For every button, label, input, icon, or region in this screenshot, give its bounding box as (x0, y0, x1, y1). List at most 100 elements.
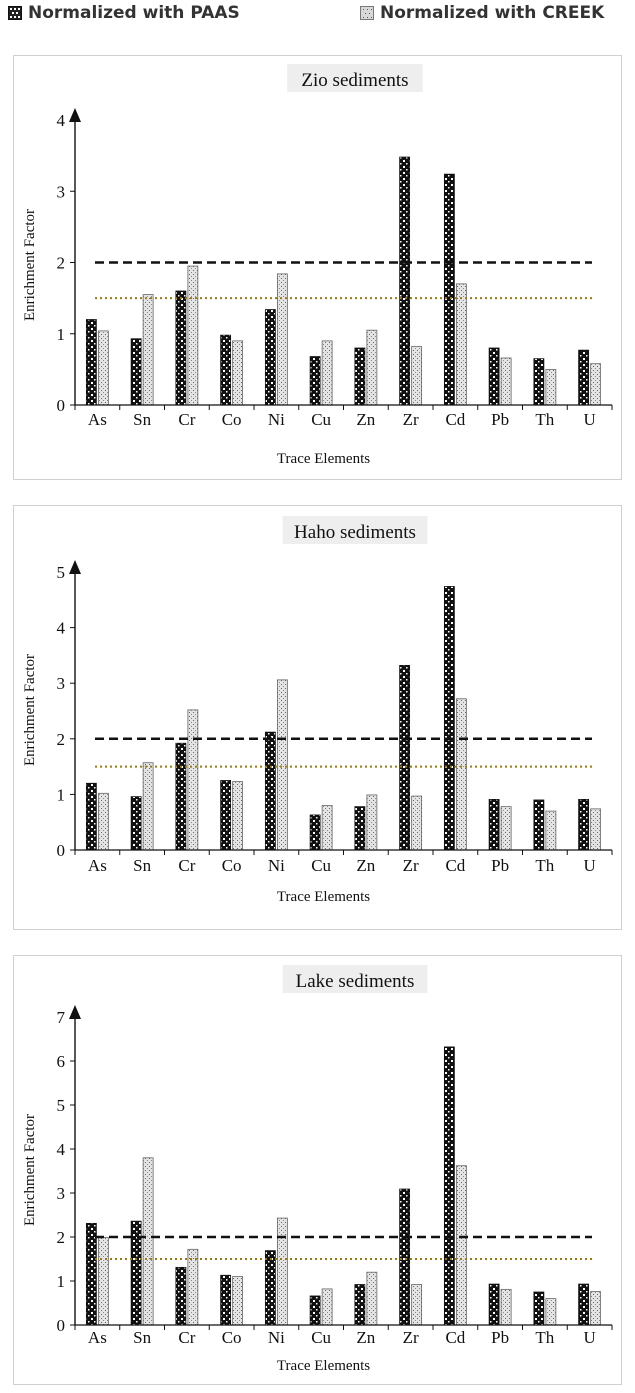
chart-title-box (282, 516, 428, 544)
bar-paas-pb (488, 799, 500, 851)
x-tick-label: Cd (445, 856, 465, 875)
bar-creek-co (232, 1276, 244, 1326)
bar-creek-zr (411, 1284, 423, 1326)
y-tick-label: 3 (57, 1184, 66, 1203)
x-axis-label: Trace Elements (277, 1358, 370, 1374)
x-tick-label: Sn (133, 1328, 151, 1347)
y-axis-arrow (69, 560, 81, 574)
haho-chart: Haho sediments 0 1 2 3 4 5 Enrichment Factor As S… (13, 505, 622, 930)
x-tick-label: Pb (491, 856, 509, 875)
x-tick-label: Zn (356, 1328, 375, 1347)
bar-paas-pb (488, 347, 500, 406)
bar-creek-cd (455, 283, 467, 406)
y-tick-label: 0 (57, 841, 66, 860)
bar-creek-pb (500, 1288, 512, 1326)
bar-paas-ni (264, 1250, 276, 1326)
x-tick-label: Th (535, 1328, 554, 1347)
bar-paas-cd (443, 1046, 455, 1326)
chart-legend: Normalized with PAAS Normalized with CRE… (0, 0, 635, 40)
x-tick-label: As (88, 856, 107, 875)
bar-creek-sn (142, 294, 154, 406)
y-tick-label: 4 (57, 1140, 66, 1159)
x-tick-label: Cr (178, 410, 195, 429)
x-tick-label: Th (535, 410, 554, 429)
legend-item-creek: Normalized with CREEK (360, 3, 604, 23)
bar-creek-co (232, 340, 244, 406)
x-tick-label: Zn (356, 410, 375, 429)
y-tick-label: 2 (57, 1228, 66, 1247)
y-tick-label: 4 (57, 619, 66, 638)
x-tick-label: Cr (178, 856, 195, 875)
x-axis-label: Trace Elements (277, 889, 370, 905)
bar-creek-as (97, 792, 109, 851)
legend-label-creek: Normalized with CREEK (380, 3, 605, 23)
y-axis-arrow (69, 108, 81, 122)
y-tick-label: 1 (57, 785, 66, 804)
bar-creek-zn (366, 1271, 378, 1326)
bar-paas-th (533, 358, 545, 406)
bar-paas-zr (399, 1188, 411, 1326)
bar-paas-cr (175, 290, 187, 406)
bar-paas-th (533, 1291, 545, 1326)
legend-item-paas: Normalized with PAAS (8, 3, 240, 23)
bar-creek-sn (142, 1157, 154, 1326)
x-tick-label: As (88, 1328, 107, 1347)
bar-paas-cd (443, 173, 455, 406)
x-tick-label: Ni (268, 410, 285, 429)
bar-paas-zn (354, 347, 366, 406)
creek-swatch (360, 6, 374, 20)
bar-paas-ni (264, 731, 276, 851)
x-tick-label: Cu (311, 1328, 331, 1347)
bar-creek-cu (321, 1288, 333, 1326)
x-tick-label: U (583, 1328, 595, 1347)
chart-title: Zio sediments (301, 70, 408, 91)
bar-paas-cu (309, 356, 321, 406)
bar-creek-cr (187, 709, 199, 851)
chart-title: Lake sediments (296, 971, 415, 992)
bar-creek-cd (455, 1165, 467, 1326)
bar-paas-u (578, 799, 590, 851)
bar-paas-cu (309, 814, 321, 851)
y-axis-label: Enrichment Factor (22, 654, 38, 766)
bar-creek-ni (276, 679, 288, 851)
x-tick-label: Cd (445, 410, 465, 429)
bar-creek-cr (187, 265, 199, 406)
x-tick-label: Pb (491, 1328, 509, 1347)
y-tick-label: 4 (57, 111, 66, 130)
bar-paas-co (220, 1274, 232, 1326)
bar-creek-zn (366, 794, 378, 851)
bar-creek-zn (366, 329, 378, 406)
bar-creek-co (232, 781, 244, 851)
bar-creek-ni (276, 273, 288, 406)
chart-frame (13, 55, 622, 480)
bar-paas-sn (130, 338, 142, 406)
x-tick-label: Zn (356, 856, 375, 875)
bar-paas-u (578, 349, 590, 406)
bar-paas-co (220, 334, 232, 406)
bar-creek-cu (321, 805, 333, 851)
x-tick-label: Cu (311, 410, 331, 429)
bar-creek-u (590, 1291, 602, 1326)
x-tick-label: Co (222, 856, 242, 875)
paas-swatch (8, 6, 22, 20)
bar-paas-zr (399, 156, 411, 406)
bar-paas-th (533, 799, 545, 851)
y-tick-label: 0 (57, 396, 66, 415)
bar-paas-zr (399, 665, 411, 851)
bar-creek-as (97, 330, 109, 406)
legend-label-paas: Normalized with PAAS (28, 3, 240, 23)
bar-creek-th (545, 1298, 557, 1326)
chart-title-box (282, 965, 428, 993)
x-tick-label: Cd (445, 1328, 465, 1347)
y-axis-arrow (69, 1005, 81, 1019)
x-tick-label: Sn (133, 410, 151, 429)
y-tick-label: 7 (57, 1008, 66, 1027)
bar-creek-pb (500, 357, 512, 406)
bar-creek-zr (411, 795, 423, 851)
bar-creek-u (590, 363, 602, 406)
y-tick-label: 5 (57, 1096, 66, 1115)
zio-chart: Zio sediments 0 1 2 3 4 Enrichment Factor As Sn C… (13, 55, 622, 480)
y-tick-label: 2 (57, 730, 66, 749)
bar-paas-u (578, 1283, 590, 1326)
x-tick-label: Zr (403, 856, 419, 875)
